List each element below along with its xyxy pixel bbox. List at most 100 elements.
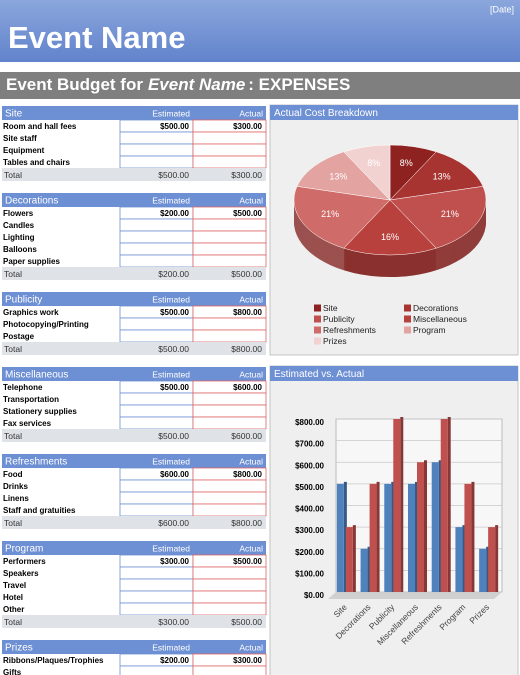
bar: [360, 548, 368, 592]
chart-header: [270, 366, 518, 381]
section-header: [2, 367, 266, 381]
total-row: [2, 168, 266, 181]
section-header: [2, 541, 266, 555]
estimated-cell: [119, 329, 194, 343]
actual-cell: [192, 665, 267, 675]
estimated-cell: [119, 143, 194, 157]
row-label: Gifts: [3, 668, 22, 675]
section-header: [2, 454, 266, 468]
total-actual: $500.00: [231, 617, 262, 627]
actual-cell: [192, 329, 267, 343]
estimated-value: $500.00: [160, 308, 189, 317]
actual-cell: [192, 143, 267, 157]
bar: [345, 527, 353, 592]
section-name: Program: [5, 544, 43, 555]
pie-slice: [343, 144, 391, 201]
row-label: Travel: [3, 581, 26, 590]
total-label: Total: [4, 431, 22, 441]
column-header: Actual: [239, 294, 263, 304]
pie-slice: [293, 186, 391, 249]
legend-swatch: [404, 304, 411, 312]
row-label: Ribbons/Plaques/Trophies: [3, 656, 104, 665]
section-name: Publicity: [5, 295, 42, 306]
bar-side: [462, 525, 466, 592]
row-label: Food: [3, 470, 23, 479]
column-header: Actual: [239, 195, 263, 205]
section-header: [2, 292, 266, 306]
row-label: Staff and gratuities: [3, 506, 76, 515]
column-header: Actual: [239, 108, 263, 118]
column-header: Estimated: [152, 108, 190, 118]
y-tick-label: $500.00: [295, 483, 324, 492]
actual-value: $500.00: [233, 557, 262, 566]
actual-cell: [192, 566, 267, 580]
event-title: Event Name: [8, 20, 185, 55]
section-name: Decorations: [5, 196, 58, 207]
actual-cell: [192, 131, 267, 145]
bar-side: [415, 481, 418, 592]
row-label: Performers: [3, 557, 46, 566]
total-actual: $800.00: [231, 344, 262, 354]
y-tick-label: $100.00: [295, 569, 324, 578]
row-label: Linens: [3, 494, 29, 503]
actual-cell: [192, 404, 267, 418]
column-header: Actual: [239, 642, 263, 652]
actual-cell: [192, 416, 267, 430]
slice-label: 16%: [381, 232, 399, 242]
actual-value: $800.00: [233, 308, 262, 317]
estimated-cell: [119, 317, 194, 331]
total-row: [2, 615, 266, 628]
actual-cell: [192, 242, 267, 256]
total-label: Total: [4, 344, 22, 354]
section-header: [2, 106, 266, 120]
estimated-cell: [119, 566, 194, 580]
y-tick-label: $0.00: [304, 591, 325, 600]
estimated-cell: [119, 590, 194, 604]
slice-label: 8%: [400, 158, 413, 168]
column-header: Actual: [239, 456, 263, 466]
estimated-cell: [119, 218, 194, 232]
actual-value: $300.00: [233, 122, 262, 131]
total-row: [2, 267, 266, 280]
total-estimated: $300.00: [158, 617, 189, 627]
total-row: [2, 516, 266, 529]
legend-swatch: [314, 304, 321, 312]
slice-label: 21%: [441, 209, 459, 219]
row-label: Telephone: [3, 383, 43, 392]
total-actual: $800.00: [231, 518, 262, 528]
estimated-value: $300.00: [160, 557, 189, 566]
chart-header: [270, 105, 518, 120]
bar-side: [352, 525, 356, 592]
legend-swatch: [314, 326, 321, 334]
total-label: Total: [4, 170, 22, 180]
slice-label: 13%: [329, 171, 347, 181]
chart-title: Estimated vs. Actual: [274, 369, 364, 380]
slice-label: 13%: [433, 171, 451, 181]
bar: [393, 419, 401, 592]
legend-label: Miscellaneous: [413, 314, 467, 324]
bar: [336, 483, 344, 592]
estimated-value: $500.00: [160, 122, 189, 131]
bar-side: [376, 481, 380, 592]
row-label: Paper supplies: [3, 257, 60, 266]
legend-label: Decorations: [413, 303, 458, 313]
actual-cell: [192, 491, 267, 505]
column-header: Actual: [239, 543, 263, 553]
section-name: Miscellaneous: [5, 370, 68, 381]
pie-slice: [343, 199, 437, 256]
y-tick-label: $300.00: [295, 526, 324, 535]
section-name: Site: [5, 109, 23, 120]
estimated-cell: [119, 155, 194, 169]
column-header: Estimated: [152, 543, 190, 553]
total-estimated: $500.00: [158, 344, 189, 354]
actual-cell: [192, 230, 267, 244]
bar: [417, 462, 424, 592]
column-header: Estimated: [152, 294, 190, 304]
actual-value: $600.00: [233, 383, 262, 392]
column-header: Estimated: [152, 369, 190, 379]
actual-cell: [192, 392, 267, 406]
row-label: Room and hall fees: [3, 122, 77, 131]
row-label: Graphics work: [3, 308, 59, 317]
date: [Date]: [490, 4, 514, 14]
row-label: Equipment: [3, 146, 45, 155]
